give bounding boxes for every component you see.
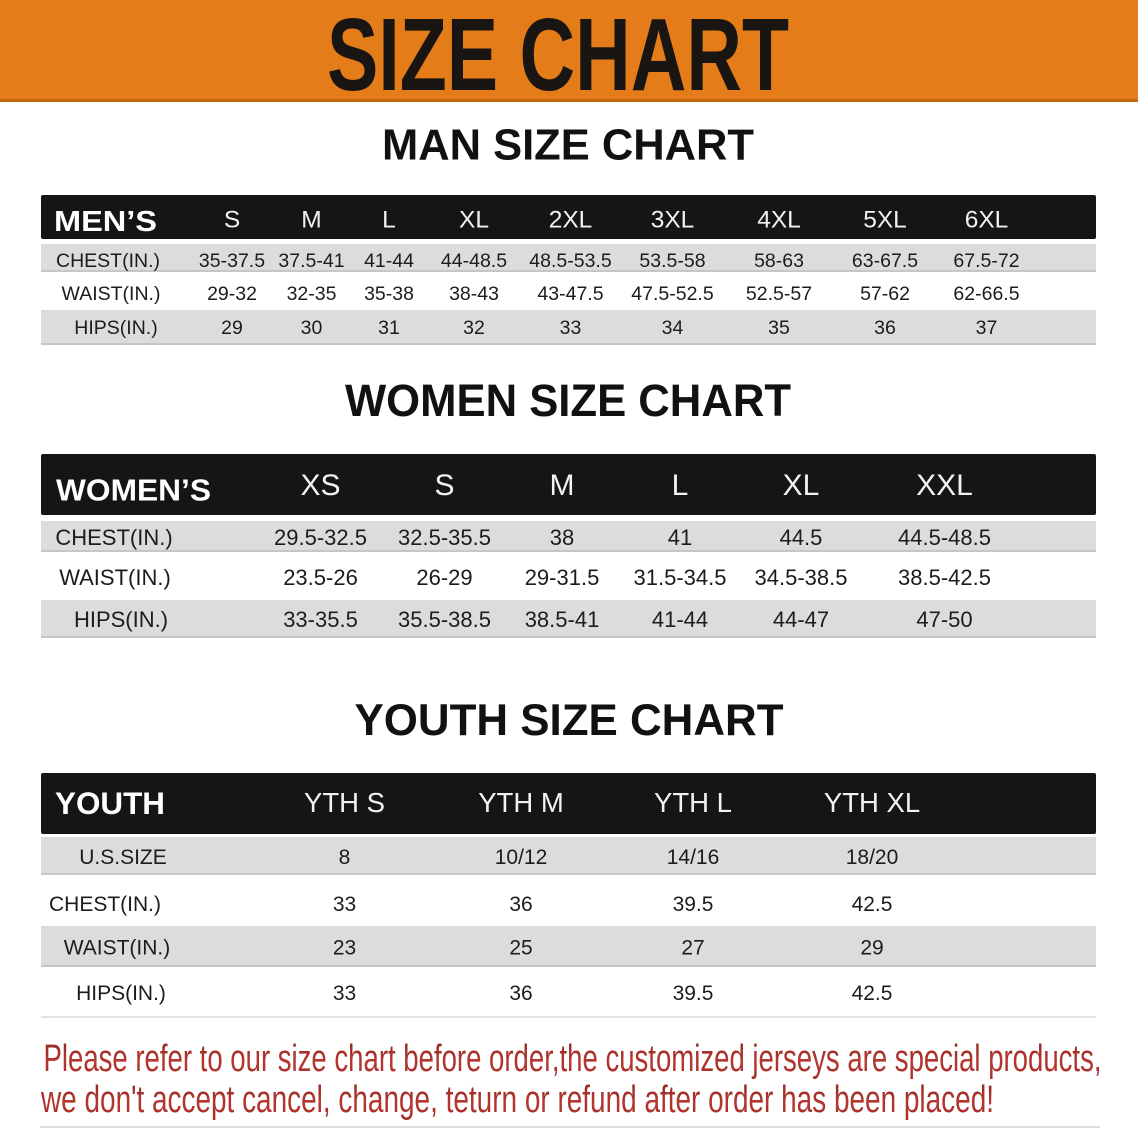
svg-text:Please refer to our size chart: Please refer to our size chart before or… (44, 1038, 1102, 1080)
svg-text:CHEST(IN.): CHEST(IN.) (55, 525, 172, 550)
svg-text:31: 31 (378, 317, 400, 339)
svg-text:29-31.5: 29-31.5 (525, 565, 600, 590)
svg-text:36: 36 (874, 317, 896, 339)
svg-text:8: 8 (339, 846, 351, 869)
svg-text:32-35: 32-35 (287, 283, 337, 305)
svg-text:M: M (301, 207, 321, 234)
svg-text:WAIST(IN.): WAIST(IN.) (64, 937, 171, 960)
svg-text:27: 27 (681, 937, 704, 960)
svg-text:XL: XL (783, 469, 820, 502)
svg-text:42.5: 42.5 (852, 893, 893, 916)
svg-text:41: 41 (668, 525, 692, 550)
svg-text:33-35.5: 33-35.5 (283, 607, 358, 632)
svg-text:44.5-48.5: 44.5-48.5 (898, 525, 991, 550)
svg-text:29-32: 29-32 (207, 283, 257, 305)
svg-text:47.5-52.5: 47.5-52.5 (631, 283, 714, 305)
svg-text:YTH M: YTH M (478, 787, 564, 818)
svg-text:62-66.5: 62-66.5 (953, 283, 1019, 305)
svg-text:44.5: 44.5 (780, 525, 823, 550)
svg-text:XXL: XXL (916, 469, 973, 502)
svg-text:4XL: 4XL (757, 207, 801, 234)
svg-text:32: 32 (463, 317, 485, 339)
svg-text:41-44: 41-44 (652, 607, 708, 632)
svg-text:33: 33 (560, 317, 582, 339)
svg-text:44-47: 44-47 (773, 607, 829, 632)
svg-text:35-38: 35-38 (364, 283, 414, 305)
svg-text:34: 34 (662, 317, 684, 339)
svg-text:38.5-41: 38.5-41 (525, 607, 600, 632)
svg-text:10/12: 10/12 (495, 846, 548, 869)
svg-text:YTH XL: YTH XL (824, 787, 920, 818)
svg-text:23: 23 (333, 937, 356, 960)
svg-text:29.5-32.5: 29.5-32.5 (274, 525, 367, 550)
svg-text:S: S (224, 207, 240, 234)
svg-text:XS: XS (300, 469, 340, 502)
svg-text:M: M (550, 469, 575, 502)
svg-text:48.5-53.5: 48.5-53.5 (529, 250, 612, 272)
svg-text:29: 29 (860, 937, 883, 960)
svg-text:L: L (382, 207, 396, 234)
svg-text:33: 33 (333, 893, 356, 916)
svg-text:29: 29 (221, 317, 243, 339)
svg-text:6XL: 6XL (965, 207, 1009, 234)
svg-text:37.5-41: 37.5-41 (278, 250, 344, 272)
svg-text:25: 25 (509, 937, 532, 960)
svg-text:WAIST(IN.): WAIST(IN.) (62, 283, 161, 305)
svg-text:35-37.5: 35-37.5 (199, 250, 265, 272)
svg-text:53.5-58: 53.5-58 (639, 250, 705, 272)
svg-text:34.5-38.5: 34.5-38.5 (755, 565, 848, 590)
svg-text:52.5-57: 52.5-57 (746, 283, 812, 305)
svg-text:38: 38 (550, 525, 574, 550)
svg-text:YOUTH SIZE CHART: YOUTH SIZE CHART (355, 696, 784, 745)
svg-text:67.5-72: 67.5-72 (953, 250, 1019, 272)
svg-text:L: L (672, 469, 689, 502)
svg-text:U.S.SIZE: U.S.SIZE (79, 846, 167, 869)
svg-text:43-47.5: 43-47.5 (537, 283, 603, 305)
svg-text:35.5-38.5: 35.5-38.5 (398, 607, 491, 632)
svg-text:HIPS(IN.): HIPS(IN.) (74, 607, 168, 632)
svg-text:30: 30 (301, 317, 323, 339)
svg-text:36: 36 (509, 893, 532, 916)
svg-text:42.5: 42.5 (852, 982, 893, 1005)
svg-text:31.5-34.5: 31.5-34.5 (634, 565, 727, 590)
svg-text:XL: XL (459, 207, 489, 234)
svg-text:36: 36 (509, 982, 532, 1005)
svg-text:38-43: 38-43 (449, 283, 499, 305)
svg-text:5XL: 5XL (863, 207, 907, 234)
svg-text:47-50: 47-50 (916, 607, 972, 632)
svg-text:14/16: 14/16 (667, 846, 720, 869)
svg-text:S: S (434, 469, 454, 502)
svg-text:23.5-26: 23.5-26 (283, 565, 358, 590)
svg-text:57-62: 57-62 (860, 283, 910, 305)
svg-text:33: 33 (333, 982, 356, 1005)
svg-text:39.5: 39.5 (673, 982, 714, 1005)
svg-text:CHEST(IN.): CHEST(IN.) (49, 893, 161, 916)
svg-text:58-63: 58-63 (754, 250, 804, 272)
svg-text:YTH L: YTH L (654, 787, 732, 818)
svg-text:2XL: 2XL (549, 207, 593, 234)
svg-text:WOMEN’S: WOMEN’S (56, 473, 211, 508)
svg-text:3XL: 3XL (651, 207, 695, 234)
svg-text:63-67.5: 63-67.5 (852, 250, 918, 272)
svg-text:MAN SIZE CHART: MAN SIZE CHART (382, 121, 754, 170)
svg-text:we don't accept cancel, change: we don't accept cancel, change, teturn o… (40, 1079, 994, 1121)
svg-text:HIPS(IN.): HIPS(IN.) (76, 982, 166, 1005)
svg-text:YTH S: YTH S (304, 787, 385, 818)
svg-text:SIZE CHART: SIZE CHART (327, 0, 789, 112)
svg-text:26-29: 26-29 (416, 565, 472, 590)
svg-text:WOMEN SIZE CHART: WOMEN SIZE CHART (345, 375, 791, 426)
svg-text:39.5: 39.5 (673, 893, 714, 916)
svg-text:38.5-42.5: 38.5-42.5 (898, 565, 991, 590)
svg-text:32.5-35.5: 32.5-35.5 (398, 525, 491, 550)
svg-text:41-44: 41-44 (364, 250, 414, 272)
svg-text:18/20: 18/20 (846, 846, 899, 869)
svg-text:WAIST(IN.): WAIST(IN.) (59, 565, 171, 590)
svg-text:MEN’S: MEN’S (54, 206, 157, 238)
svg-text:YOUTH: YOUTH (55, 785, 165, 821)
svg-text:37: 37 (976, 317, 998, 339)
svg-text:CHEST(IN.): CHEST(IN.) (56, 250, 160, 272)
svg-text:35: 35 (768, 317, 790, 339)
svg-text:HIPS(IN.): HIPS(IN.) (74, 317, 157, 339)
svg-text:44-48.5: 44-48.5 (441, 250, 507, 272)
